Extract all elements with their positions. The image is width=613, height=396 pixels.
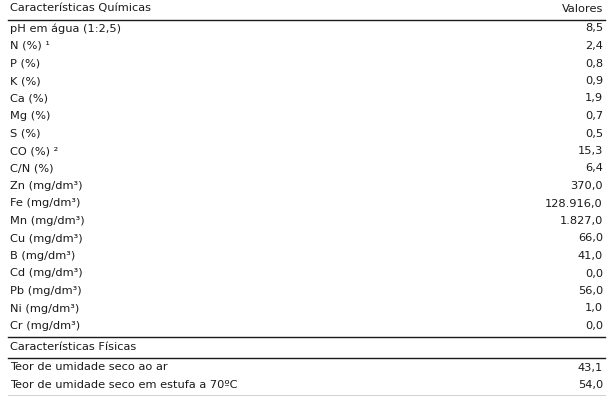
Text: 1.827,0: 1.827,0 xyxy=(560,216,603,226)
Text: Características Físicas: Características Físicas xyxy=(10,341,136,352)
Text: C/N (%): C/N (%) xyxy=(10,164,53,173)
Text: Ca (%): Ca (%) xyxy=(10,93,48,103)
Text: 0,7: 0,7 xyxy=(585,111,603,121)
Text: Mn (mg/dm³): Mn (mg/dm³) xyxy=(10,216,85,226)
Text: pH em água (1:2,5): pH em água (1:2,5) xyxy=(10,23,121,34)
Text: Teor de umidade seco em estufa a 70ºC: Teor de umidade seco em estufa a 70ºC xyxy=(10,380,237,390)
Text: 54,0: 54,0 xyxy=(577,380,603,390)
Text: 66,0: 66,0 xyxy=(578,234,603,244)
Text: 41,0: 41,0 xyxy=(577,251,603,261)
Text: P (%): P (%) xyxy=(10,59,40,69)
Text: Ni (mg/dm³): Ni (mg/dm³) xyxy=(10,303,79,314)
Text: Cd (mg/dm³): Cd (mg/dm³) xyxy=(10,268,83,278)
Text: Teor de umidade seco ao ar: Teor de umidade seco ao ar xyxy=(10,362,167,373)
Text: Pb (mg/dm³): Pb (mg/dm³) xyxy=(10,286,82,296)
Text: B (mg/dm³): B (mg/dm³) xyxy=(10,251,75,261)
Text: Cu (mg/dm³): Cu (mg/dm³) xyxy=(10,234,83,244)
Text: 370,0: 370,0 xyxy=(570,181,603,191)
Text: Valores: Valores xyxy=(562,4,603,13)
Text: K (%): K (%) xyxy=(10,76,40,86)
Text: 0,9: 0,9 xyxy=(585,76,603,86)
Text: 15,3: 15,3 xyxy=(577,146,603,156)
Text: S (%): S (%) xyxy=(10,128,40,139)
Text: 56,0: 56,0 xyxy=(577,286,603,296)
Text: N (%) ¹: N (%) ¹ xyxy=(10,41,50,51)
Text: Mg (%): Mg (%) xyxy=(10,111,50,121)
Text: 0,5: 0,5 xyxy=(585,128,603,139)
Text: 0,0: 0,0 xyxy=(585,321,603,331)
Text: 8,5: 8,5 xyxy=(585,23,603,34)
Text: 0,8: 0,8 xyxy=(585,59,603,69)
Text: 6,4: 6,4 xyxy=(585,164,603,173)
Text: Zn (mg/dm³): Zn (mg/dm³) xyxy=(10,181,83,191)
Text: 43,1: 43,1 xyxy=(577,362,603,373)
Text: Fe (mg/dm³): Fe (mg/dm³) xyxy=(10,198,80,209)
Text: Características Químicas: Características Químicas xyxy=(10,4,151,13)
Text: CO (%) ²: CO (%) ² xyxy=(10,146,58,156)
Text: Cr (mg/dm³): Cr (mg/dm³) xyxy=(10,321,80,331)
Text: 128.916,0: 128.916,0 xyxy=(545,198,603,209)
Text: 1,0: 1,0 xyxy=(585,303,603,314)
Text: 1,9: 1,9 xyxy=(585,93,603,103)
Text: 0,0: 0,0 xyxy=(585,268,603,278)
Text: 2,4: 2,4 xyxy=(585,41,603,51)
